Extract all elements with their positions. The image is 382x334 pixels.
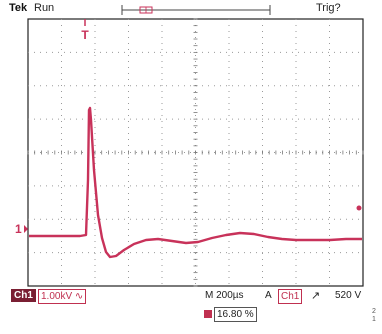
trigger-slope-icon: ↗	[311, 290, 321, 302]
trigger-source: Ch1	[278, 289, 303, 304]
trigger-status: Trig?	[316, 2, 341, 14]
view-trigger-marker: T	[143, 5, 149, 15]
record-view-bar: T	[121, 5, 271, 15]
volts-per-div: 1.00kV ∿	[38, 289, 87, 304]
channel-1-waveform	[29, 106, 362, 259]
bandwidth-limit-icon: ∿	[74, 291, 84, 302]
trigger-position-icon	[204, 310, 212, 318]
svg-text:1: 1	[15, 222, 22, 236]
status-bar: Tek Run Trig?	[0, 0, 382, 20]
trigger-level-marker	[356, 205, 362, 211]
svg-text:T: T	[81, 28, 89, 42]
channel-1-ground-marker: 1	[15, 222, 28, 236]
timebase-readout: M 200µs	[205, 290, 244, 301]
acquisition-state: Run	[34, 2, 55, 14]
graticule-grid	[27, 18, 364, 287]
brand-label: Tek	[9, 2, 28, 14]
acquisition-mode: A	[265, 290, 272, 301]
channel-1-label[interactable]: Ch1	[11, 289, 36, 302]
readout-panel: Ch1 1.00kV ∿ M 200µs A Ch1 ↗ 520 V 16.80…	[0, 288, 382, 334]
trigger-position-marker: T	[81, 19, 89, 42]
trigger-level-readout: 520 V	[335, 290, 362, 301]
trigger-position-percent: 16.80 %	[214, 307, 257, 322]
